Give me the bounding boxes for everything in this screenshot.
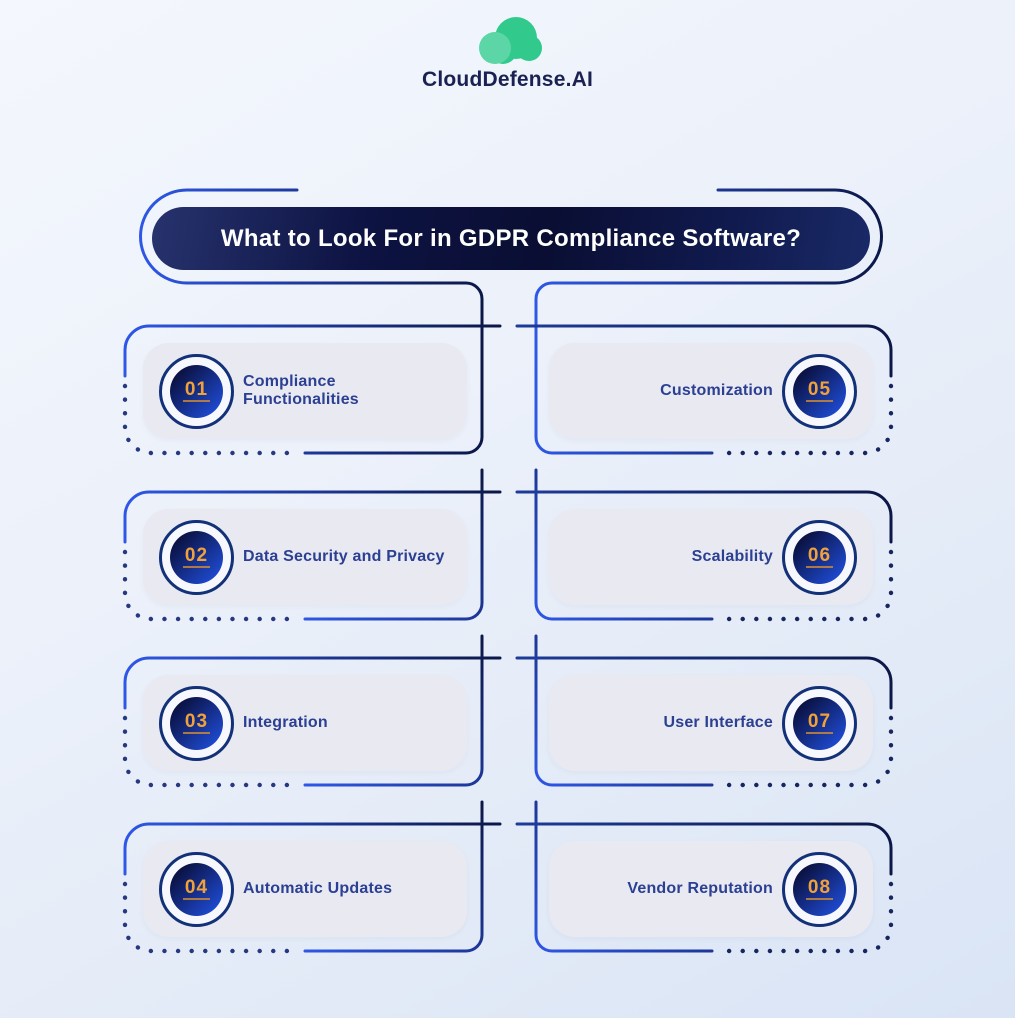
outline-line (515, 490, 893, 544)
item-card-data-security-and-privacy: 02 Data Security and Privacy (143, 509, 467, 605)
item-label: Vendor Reputation (627, 879, 773, 897)
item-number: 02 (182, 545, 211, 569)
dotted-outline-line (714, 715, 894, 788)
outline-line (303, 468, 484, 621)
outline-line (123, 490, 502, 544)
outline-line (515, 324, 893, 378)
item-label: Integration (243, 713, 328, 731)
number-badge-core: 06 (793, 530, 846, 584)
number-badge: 07 (782, 685, 857, 761)
item-label: Compliance Functionalities (243, 372, 359, 408)
item-number: 05 (805, 379, 834, 403)
item-card-customization: 05 Customization (549, 343, 873, 439)
outline-line (515, 656, 893, 710)
number-badge-core: 03 (170, 696, 223, 750)
outline-line (123, 324, 502, 378)
number-badge-core: 04 (170, 862, 223, 916)
dotted-outline-line (122, 383, 302, 456)
outline-line (123, 656, 502, 710)
outline-line (534, 800, 714, 953)
number-badge-core: 07 (793, 696, 846, 750)
dotted-outline-line (714, 549, 894, 622)
number-badge-core: 01 (170, 364, 223, 418)
number-badge: 04 (159, 851, 234, 927)
dotted-outline-line (122, 549, 302, 622)
number-badge: 06 (782, 519, 857, 595)
outline-line (515, 822, 893, 876)
item-card-compliance-functionalities: 01 Compliance Functionalities (143, 343, 467, 439)
item-card-integration: 03 Integration (143, 675, 467, 771)
item-label: Customization (660, 381, 773, 399)
page-title: What to Look For in GDPR Compliance Soft… (220, 224, 802, 252)
dotted-outline-line (122, 715, 302, 788)
outline-line (303, 800, 484, 953)
number-badge: 03 (159, 685, 234, 761)
item-number: 08 (805, 877, 834, 901)
outline-line (534, 634, 714, 787)
item-card-user-interface: 07 User Interface (549, 675, 873, 771)
number-badge: 02 (159, 519, 234, 595)
cloud-logo-icon (478, 17, 542, 64)
item-card-scalability: 06 Scalability (549, 509, 873, 605)
dotted-outline-line (714, 881, 894, 954)
dotted-outline-line (122, 881, 302, 954)
dotted-outline-line (714, 383, 894, 456)
item-number: 07 (805, 711, 834, 735)
outline-line (123, 822, 502, 876)
outline-line (303, 634, 484, 787)
item-label: Automatic Updates (243, 879, 393, 897)
item-card-vendor-reputation: 08 Vendor Reputation (549, 841, 873, 937)
brand-name: CloudDefense.AI (421, 68, 594, 91)
number-badge-core: 08 (793, 862, 846, 916)
item-card-automatic-updates: 04 Automatic Updates (143, 841, 467, 937)
number-badge: 01 (159, 353, 234, 429)
logo: CloudDefense.AI (0, 12, 1015, 92)
item-label: User Interface (663, 713, 773, 731)
outline-line (534, 468, 714, 621)
item-number: 03 (182, 711, 211, 735)
number-badge-core: 05 (793, 364, 846, 418)
item-number: 04 (182, 877, 211, 901)
title-banner: What to Look For in GDPR Compliance Soft… (152, 207, 870, 270)
number-badge: 05 (782, 353, 857, 429)
number-badge-core: 02 (170, 530, 223, 584)
item-label: Data Security and Privacy (243, 547, 445, 565)
banner-right-hook-line (534, 188, 883, 455)
item-number: 01 (182, 379, 211, 403)
item-number: 06 (805, 545, 834, 569)
number-badge: 08 (782, 851, 857, 927)
item-label: Scalability (691, 547, 773, 565)
banner-left-hook-line (139, 188, 484, 455)
